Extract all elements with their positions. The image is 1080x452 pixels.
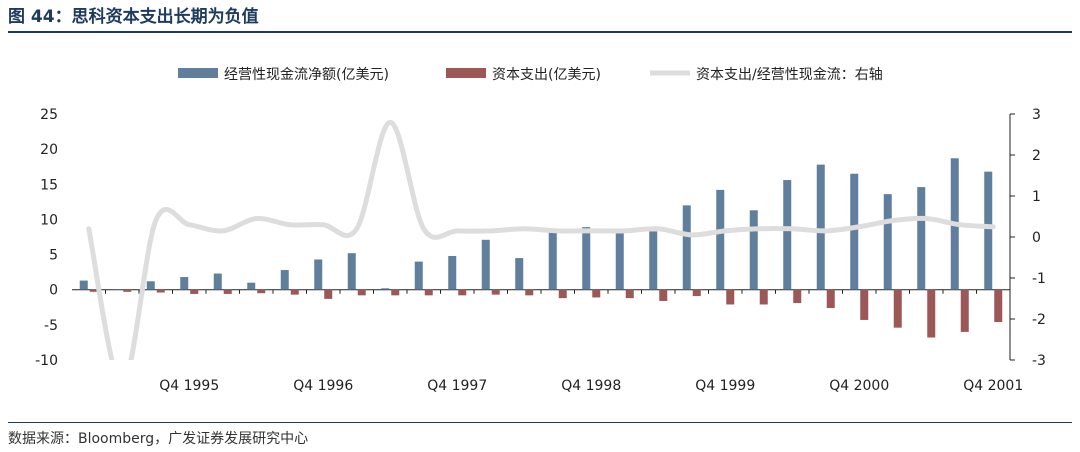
capex-bar [290,289,299,295]
ocf-bar [548,232,557,290]
y-right-tick-label: -1 [1032,271,1046,287]
ocf-bar [816,164,825,290]
x-tick-label: Q4 1999 [695,378,755,394]
capex-bar [893,289,902,328]
legend-ratio-label: 资本支出/经营性现金流：右轴 [696,67,883,83]
figure-title: 图 44：思科资本支出长期为负值 [8,7,259,27]
capex-bar [994,289,1003,323]
y-left-tick-label: 10 [40,212,58,228]
ocf-bar [113,289,122,290]
ocf-bar [749,210,758,290]
ocf-bar [481,239,490,290]
capex-bar [223,289,232,294]
capex-bar [659,289,668,301]
x-tick-label: Q4 2000 [829,378,889,394]
capex-bar [89,289,98,292]
ocf-bar [414,261,423,290]
ocf-bar [716,189,725,290]
ocf-bar [314,259,323,290]
ratio-line-group [86,119,996,360]
capex-bar [558,289,567,299]
ocf-bar [247,282,256,290]
capex-bar [324,289,333,299]
y-left-tick-label: 5 [49,248,58,264]
capex-bar [826,289,835,308]
ocf-bar [79,280,88,290]
capex-bar [592,289,601,298]
ocf-bar [783,180,792,290]
capex-bar [391,289,400,296]
capex-bar [860,289,869,320]
top-rule [8,31,1072,33]
ocf-bar [984,171,993,290]
legend: 经营性现金流净额(亿美元) 资本支出(亿美元) 资本支出/经营性现金流：右轴 [178,67,883,83]
legend-ocf-swatch [178,68,218,78]
ocf-bar [883,194,892,290]
capex-bar [491,289,500,295]
ocf-bar [649,231,658,290]
y-right-tick-label: 3 [1032,107,1041,123]
ocf-bar [615,232,624,290]
bars [79,158,1003,338]
capex-bar [927,289,936,338]
legend-capex-label: 资本支出(亿美元) [492,67,601,83]
legend-capex-swatch [446,68,486,78]
capex-bar [759,289,768,305]
y-left-tick-label: 25 [40,107,58,123]
ocf-bar [381,288,390,290]
capex-bar [525,289,534,296]
ocf-bar [682,205,691,290]
ocf-bar [917,187,926,290]
ocf-bar [515,258,524,290]
ocf-bar [448,255,457,290]
ratio-line [86,119,996,360]
capex-bar [357,289,366,296]
y-left-tick-label: 15 [40,177,58,193]
y-right-tick-label: -2 [1032,312,1046,328]
y-right-tick-label: 1 [1032,189,1041,205]
x-tick-label: Q4 1996 [293,378,353,394]
ocf-bar [146,281,155,290]
capex-bar [726,289,735,305]
x-tick-label: Q4 1997 [427,378,487,394]
ocf-bar [850,173,859,290]
y-left-tick-label: 20 [40,142,58,158]
x-tick-label: Q4 1998 [561,378,621,394]
chart-canvas: 经营性现金流净额(亿美元) 资本支出(亿美元) 资本支出/经营性现金流：右轴 -10… [35,67,1046,394]
capex-bar [960,289,969,332]
capex-bar [190,289,199,294]
y-right-tick-label: 2 [1032,148,1041,164]
capex-bar [625,289,634,299]
capex-bar [424,289,433,296]
y-left-tick-label: 0 [49,283,58,299]
capex-bar [123,289,132,292]
capex-bar [793,289,802,304]
y-right-tick-label: 0 [1032,230,1041,246]
y-left-tick-label: -10 [35,353,58,369]
ocf-bar [180,277,189,290]
capex-bar [257,289,266,294]
bottom-rule [8,422,1072,423]
ocf-bar [347,253,356,290]
capex-bar [458,289,467,296]
legend-ocf-label: 经营性现金流净额(亿美元) [224,67,389,83]
ocf-bar [280,270,289,290]
y-left-tick-label: -5 [44,318,58,334]
capex-bar [692,289,701,297]
x-tick-label: Q4 1995 [159,378,219,394]
y-right-tick-label: -3 [1032,353,1046,369]
ocf-bar [582,227,591,290]
x-tick-label: Q4 2001 [963,378,1023,394]
capex-bar [156,289,165,293]
source-note: 数据来源：Bloomberg，广发证券发展研究中心 [8,431,309,447]
ocf-bar [213,273,222,290]
